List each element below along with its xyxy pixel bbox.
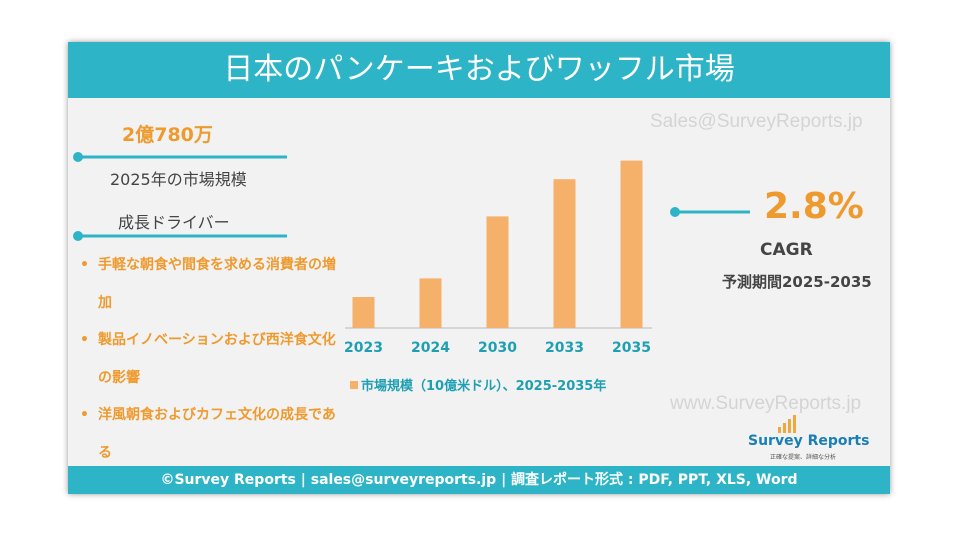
logo-name: Survey Reports [748,433,870,449]
title: 日本のパンケーキおよびワッフル市場 [223,52,735,87]
driver-item: 洋風朝食およびカフェ文化の成長である [78,396,348,472]
bar [486,216,509,328]
bar [419,278,442,328]
bar [352,297,375,328]
cagr-period: 予測期間2025-2035 [722,273,872,291]
legend-swatch [350,381,358,389]
x-tick-label: 2023 [344,340,383,356]
watermark: Sales@SurveyReports.jp [650,111,863,132]
watermark: www.SurveyReports.jp [670,393,862,414]
cagr-label: CAGR [760,240,813,260]
driver-item: 手軽な朝食や間食を求める消費者の増加 [78,246,348,322]
header: 日本のパンケーキおよびワッフル市場 [68,42,890,98]
market-size-value: 2億780万 [122,124,213,146]
footer-text: ©Survey Reports | sales@surveyreports.jp… [160,472,798,488]
market-size-label: 2025年の市場規模 [110,170,247,189]
dot [73,152,83,162]
x-tick-label: 2030 [478,340,517,356]
dot [670,207,680,217]
footer: ©Survey Reports | sales@surveyreports.jp… [68,466,890,494]
x-tick-label: 2024 [411,340,450,356]
driver-item: 製品イノベーションおよび西洋食文化の影響 [78,321,348,397]
logo-tagline: 正確な提案、詳細な分析 [770,454,837,461]
cagr-value: 2.8% [764,186,864,227]
legend-label: 市場規模（10億米ドル）、2025-2035年 [361,378,606,394]
drivers-title: 成長ドライバー [118,213,230,232]
bar [553,179,576,328]
x-tick-label: 2035 [612,340,651,356]
bar [620,160,643,328]
x-tick-label: 2033 [545,340,584,356]
dot [73,231,83,241]
logo-icon [778,415,796,433]
